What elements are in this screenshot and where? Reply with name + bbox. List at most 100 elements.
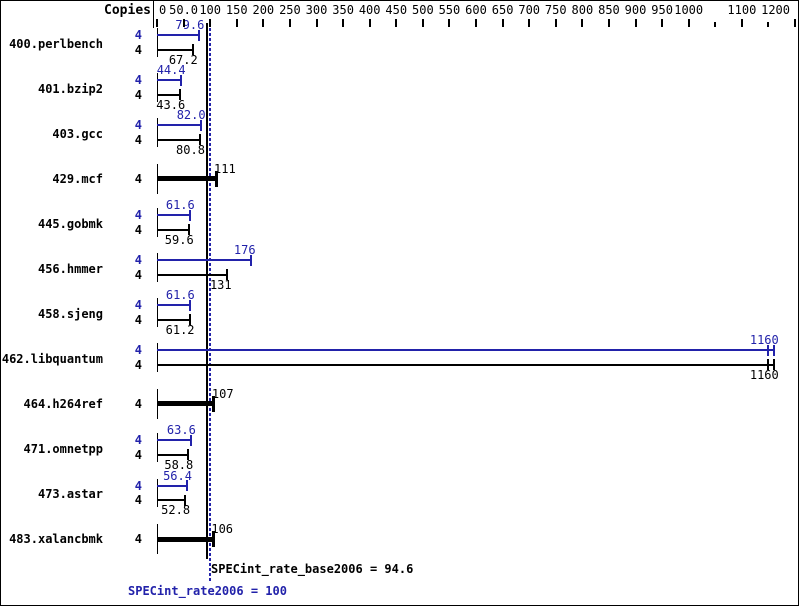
axis-tick	[209, 19, 212, 27]
axis-tick-label: 600	[465, 3, 487, 17]
copies-value: 4	[134, 208, 142, 223]
axis-tick-label: 1000	[674, 3, 704, 17]
axis-tick-label: 900	[624, 3, 647, 17]
base-value-label: 59.6	[164, 232, 194, 247]
axis-tick	[714, 22, 717, 27]
bar-end-tick	[198, 29, 201, 41]
axis-tick-label: 100	[199, 3, 221, 17]
peak-bar	[157, 259, 251, 262]
base-bar	[157, 536, 214, 542]
bar-end-tick	[249, 254, 252, 266]
bar-end-tick	[772, 359, 775, 371]
peak-bar	[157, 439, 191, 442]
axis-tick	[315, 19, 318, 27]
benchmark-label: 462.libquantum	[1, 351, 103, 366]
copies-value: 4	[134, 253, 142, 268]
bar-end-tick	[188, 299, 191, 311]
benchmark-label: 458.sjeng	[37, 306, 103, 321]
peak-value-label: 176	[233, 243, 256, 258]
axis-tick	[740, 19, 743, 27]
base-value-label: 106	[211, 522, 234, 537]
axis-tick	[182, 19, 185, 27]
base-value-label: 1160	[749, 367, 779, 382]
axis-tick	[475, 19, 478, 27]
base-reference-line	[206, 23, 209, 559]
copies-value: 4	[134, 312, 142, 327]
axis-tick	[554, 19, 557, 27]
peak-value-label: 63.6	[166, 423, 196, 438]
bar-end-tick	[191, 44, 194, 56]
base-value-label: 67.2	[168, 52, 198, 67]
axis-tick-label: 300	[305, 3, 328, 17]
peak-bar	[157, 484, 187, 487]
axis-tick	[235, 19, 238, 27]
base-bar	[157, 93, 181, 96]
group-baseline	[157, 208, 158, 237]
base-bar	[157, 273, 227, 276]
axis-tick	[661, 19, 664, 27]
bar-end-tick	[187, 449, 190, 461]
bar-end-tick	[214, 170, 218, 187]
group-baseline	[157, 478, 158, 508]
base-bar	[157, 453, 189, 456]
bar-end-tick	[179, 89, 182, 101]
copies-column-header: Copies	[104, 3, 151, 18]
axis-tick	[368, 19, 371, 27]
base-bar	[157, 363, 774, 366]
peak-value-label: 44.4	[156, 63, 186, 78]
benchmark-label: 473.astar	[37, 487, 103, 502]
benchmark-label: 456.hmmer	[37, 261, 103, 276]
peak-result-text: SPECint_rate2006 = 100	[128, 584, 287, 598]
base-bar	[157, 318, 190, 321]
axis-tick	[634, 19, 637, 27]
copies-value: 4	[134, 298, 142, 313]
axis-tick	[607, 19, 610, 27]
axis-tick-label: 450	[385, 3, 408, 17]
bar-end-tick	[766, 359, 769, 371]
axis-tick-label: 250	[279, 3, 301, 17]
copies-value: 4	[134, 493, 142, 508]
bar-end-tick	[766, 344, 769, 356]
axis-tick	[421, 19, 424, 27]
base-value-label: 80.8	[176, 142, 205, 157]
base-bar	[157, 176, 217, 182]
copies-value: 4	[134, 132, 142, 147]
bar-end-tick	[198, 134, 201, 146]
base-value-label: 52.8	[161, 503, 191, 518]
base-value-label: 61.2	[165, 322, 195, 337]
copies-value: 4	[134, 447, 142, 462]
copies-value: 4	[134, 343, 142, 358]
axis-tick-label: 650	[491, 3, 514, 17]
base-value-label: 107	[211, 386, 234, 401]
copies-value: 4	[134, 396, 142, 411]
group-baseline	[157, 118, 158, 147]
group-baseline	[157, 73, 158, 102]
peak-value-label: 61.6	[165, 288, 195, 303]
peak-value-label: 79.6	[175, 18, 205, 33]
peak-bar	[157, 34, 200, 37]
bar-end-tick	[212, 395, 216, 412]
copies-value: 4	[134, 87, 142, 102]
benchmark-label: 471.omnetpp	[23, 441, 103, 456]
axis-tick	[448, 19, 451, 27]
peak-bar	[157, 349, 774, 352]
axis-tick	[395, 19, 398, 27]
group-baseline	[157, 298, 158, 327]
axis-tick-label: 1100	[727, 3, 757, 17]
bar-end-tick	[187, 224, 190, 236]
peak-value-label: 82.0	[176, 108, 206, 123]
bar-end-tick	[225, 269, 228, 281]
bar-end-tick	[211, 531, 215, 548]
bar-end-tick	[772, 344, 775, 356]
axis-tick	[288, 19, 291, 27]
axis-tick-label: 750	[544, 3, 567, 17]
axis-tick	[501, 19, 504, 27]
axis-tick-label: 800	[571, 3, 594, 17]
copies-value: 4	[134, 433, 142, 448]
peak-bar	[157, 304, 190, 307]
base-value-label: 43.6	[156, 97, 186, 112]
base-bar	[157, 138, 200, 141]
axis-tick-label: 950	[651, 3, 673, 17]
axis-tick-label: 350	[332, 3, 354, 17]
